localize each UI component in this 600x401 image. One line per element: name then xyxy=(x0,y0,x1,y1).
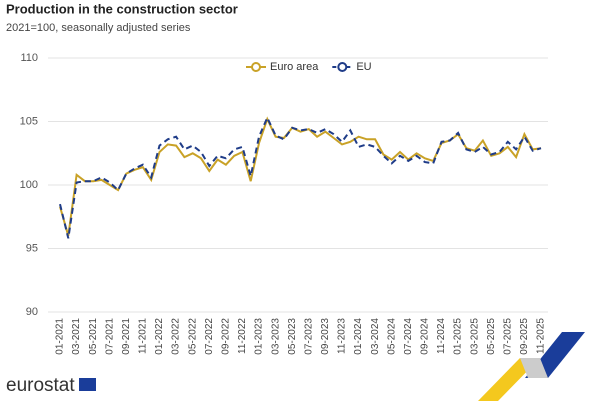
legend-label: EU xyxy=(356,61,371,73)
x-tick-label: 05-2025 xyxy=(486,318,497,355)
x-tick-label: 09-2022 xyxy=(221,318,232,355)
x-tick-label: 09-2024 xyxy=(420,318,431,355)
x-tick-label: 03-2021 xyxy=(71,318,82,355)
x-tick-label: 07-2025 xyxy=(502,318,513,355)
x-tick-label: 11-2022 xyxy=(237,318,248,354)
line-series xyxy=(59,116,542,237)
x-tick-label: 07-2024 xyxy=(403,318,414,355)
x-tick-label: 05-2024 xyxy=(386,318,397,355)
x-tick-label: 09-2021 xyxy=(121,318,132,355)
y-tick-label: 100 xyxy=(20,179,38,191)
x-tick-label: 09-2025 xyxy=(519,318,530,355)
x-tick-label: 11-2021 xyxy=(138,318,149,354)
x-tick-label: 01-2024 xyxy=(353,318,364,355)
x-tick-label: 01-2022 xyxy=(154,318,165,355)
x-tick-label: 03-2023 xyxy=(270,318,281,355)
legend-label: Euro area xyxy=(270,61,319,73)
x-tick-label: 11-2024 xyxy=(436,318,447,354)
legend-marker xyxy=(251,62,261,72)
x-tick-label: 03-2024 xyxy=(370,318,381,355)
x-tick-label: 01-2025 xyxy=(453,318,464,355)
x-tick-label: 11-2025 xyxy=(536,318,547,354)
x-tick-label: 07-2021 xyxy=(104,318,115,355)
x-tick-label: 07-2022 xyxy=(204,318,215,355)
y-tick-label: 95 xyxy=(26,242,38,254)
x-tick-label: 05-2021 xyxy=(88,318,99,355)
eu-flag xyxy=(79,378,96,391)
chart-title: Production in the construction sector xyxy=(6,1,238,16)
legend-marker xyxy=(337,62,348,72)
y-tick-label: 105 xyxy=(20,115,38,127)
line-series xyxy=(59,115,542,239)
logo: eurostat xyxy=(6,375,75,396)
x-tick-label: 03-2025 xyxy=(469,318,480,355)
x-tick-label: 05-2023 xyxy=(287,318,298,355)
decoration xyxy=(520,358,548,378)
y-tick-label: 90 xyxy=(26,306,38,318)
x-tick-label: 01-2023 xyxy=(254,318,265,355)
x-tick-label: 09-2023 xyxy=(320,318,331,355)
x-tick-label: 05-2022 xyxy=(187,318,198,355)
x-tick-label: 07-2023 xyxy=(303,318,314,355)
chart-subtitle: 2021=100, seasonally adjusted series xyxy=(6,22,191,34)
x-tick-label: 01-2021 xyxy=(55,318,66,355)
y-tick-label: 110 xyxy=(20,52,38,64)
x-tick-label: 03-2022 xyxy=(171,318,182,355)
x-tick-label: 11-2023 xyxy=(337,318,348,354)
